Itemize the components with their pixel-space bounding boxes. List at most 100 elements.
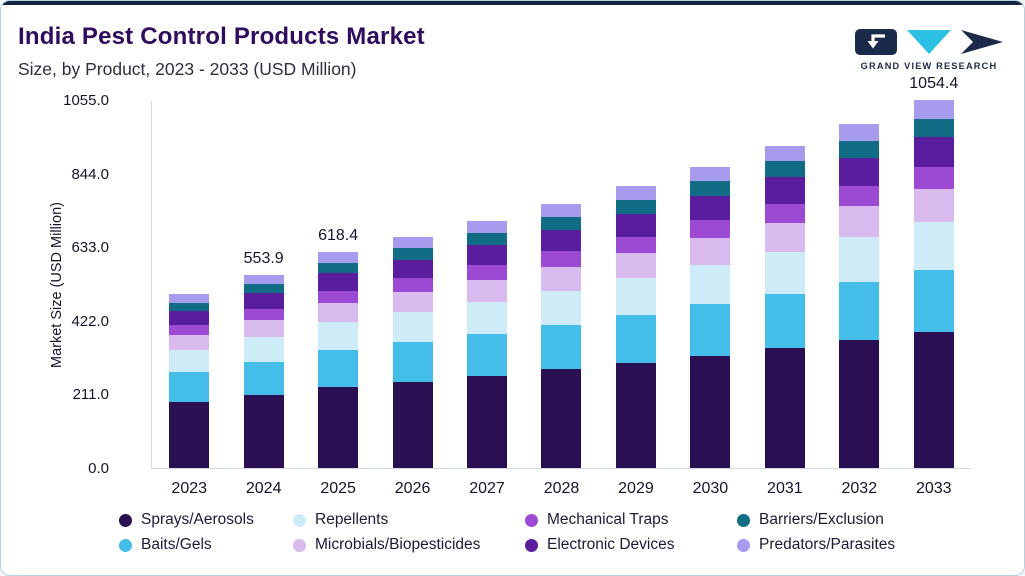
bar-segment-microbials-biopesticides [690, 238, 731, 266]
bar-segment-repellents [467, 301, 508, 334]
bar-segment-sprays-aerosols [839, 340, 880, 468]
stacked-bar-2026 [392, 237, 433, 468]
bar-segment-microbials-biopesticides [467, 280, 508, 302]
y-axis-tick-label: 0.0 [88, 460, 109, 477]
bar-segment-barriers-exclusion [615, 199, 656, 214]
bar-segment-microbials-biopesticides [243, 320, 284, 337]
legend-item-baits-gels: Baits/Gels [119, 536, 293, 554]
bar-segment-repellents [243, 336, 284, 362]
bar-segment-baits-gels [615, 314, 656, 363]
bar-segment-electronic-devices [764, 177, 805, 204]
bar-segment-predators-parasites [318, 252, 359, 263]
legend-label: Repellents [315, 511, 389, 528]
bar-segment-barriers-exclusion [318, 262, 359, 274]
bar-segment-sprays-aerosols [764, 348, 805, 468]
y-axis-title: Market Size (USD Million) [49, 202, 65, 368]
bar-segment-mechanical-traps [913, 166, 954, 189]
legend-item-repellents: Repellents [293, 511, 525, 529]
bar-segment-sprays-aerosols [169, 401, 210, 468]
bar-segment-baits-gels [690, 304, 731, 356]
legend-swatch-icon [293, 513, 306, 527]
bar-slot-2033: 1054.4 2033 [897, 75, 971, 497]
bar-segment-predators-parasites [467, 221, 508, 234]
y-axis-tick-label: 844.0 [71, 165, 109, 183]
stacked-bar-2028 [541, 204, 582, 468]
bar-segment-barriers-exclusion [243, 283, 284, 294]
plot-area: 2023 553.9 2024 618.4 2025 2026 2027 2028 2029 20… [151, 75, 971, 497]
bar-segment-sprays-aerosols [392, 381, 433, 468]
bar-segment-microbials-biopesticides [169, 335, 210, 350]
x-axis-tick-label: 2027 [469, 480, 505, 497]
bar-segment-barriers-exclusion [764, 161, 805, 178]
bar-segment-electronic-devices [392, 259, 433, 279]
bar-segment-sprays-aerosols [467, 375, 508, 468]
logo-text: GRAND VIEW RESEARCH [860, 61, 998, 71]
bar-segment-predators-parasites [690, 166, 731, 181]
bar-segment-electronic-devices [839, 157, 880, 186]
bar-segment-repellents [615, 278, 656, 315]
x-axis-tick-label: 2032 [841, 480, 878, 497]
bar-segment-mechanical-traps [243, 308, 284, 321]
bar-segment-baits-gels [169, 372, 210, 402]
bar-segment-mechanical-traps [169, 324, 210, 336]
legend-item-sprays-aerosols: Sprays/Aerosols [119, 511, 293, 529]
bar-segment-predators-parasites [615, 186, 656, 200]
bar-total-label-2033: 1054.4 [909, 75, 959, 93]
legend-item-microbials-biopesticides: Microbials/Biopesticides [293, 536, 525, 554]
bar-segment-barriers-exclusion [913, 118, 954, 138]
bar-slot-2027: 2027 [450, 101, 524, 497]
legend-label: Electronic Devices [547, 536, 675, 553]
bar-segment-predators-parasites [169, 294, 210, 303]
legend-swatch-icon [119, 538, 132, 552]
bar-segment-electronic-devices [169, 310, 210, 325]
bar-segment-baits-gels [392, 342, 433, 382]
bar-total-label-2024: 553.9 [243, 249, 284, 267]
bar-segment-mechanical-traps [615, 236, 656, 254]
bar-segment-repellents [541, 290, 582, 325]
bar-segment-predators-parasites [839, 123, 880, 141]
bar-segment-microbials-biopesticides [615, 253, 656, 279]
legend-item-electronic-devices: Electronic Devices [525, 536, 737, 554]
bar-segment-electronic-devices [690, 195, 731, 221]
x-axis-tick-label: 2028 [543, 480, 580, 497]
bar-segment-microbials-biopesticides [839, 206, 880, 238]
bar-segment-barriers-exclusion [541, 216, 582, 231]
stacked-bar-2031 [764, 146, 805, 468]
x-axis-tick-label: 2030 [692, 480, 729, 497]
bar-segment-electronic-devices [615, 213, 656, 237]
page-title: India Pest Control Products Market [18, 23, 425, 50]
legend-swatch-icon [119, 513, 132, 527]
stacked-bar-2023 [169, 294, 210, 468]
bar-slot-2026: 2026 [375, 101, 449, 497]
legend-swatch-icon [525, 538, 538, 552]
x-axis-tick-label: 2023 [171, 480, 208, 497]
bar-segment-repellents [839, 237, 880, 282]
bar-segment-electronic-devices [318, 273, 359, 291]
grand-view-research-logo: GRAND VIEW RESEARCH [854, 27, 1004, 71]
bar-slot-2030: 2030 [673, 101, 747, 497]
legend-label: Microbials/Biopesticides [315, 536, 481, 553]
bar-segment-mechanical-traps [764, 203, 805, 223]
bar-segment-repellents [169, 349, 210, 373]
bar-segment-repellents [913, 221, 954, 270]
legend-swatch-icon [737, 538, 750, 552]
stacked-bar-2025 [318, 252, 359, 468]
bar-slot-2025: 618.4 2025 [301, 101, 375, 497]
bar-segment-predators-parasites [541, 204, 582, 217]
legend-item-predators-parasites: Predators/Parasites [737, 536, 895, 554]
bar-segment-baits-gels [541, 324, 582, 370]
legend-label: Predators/Parasites [759, 536, 896, 553]
legend-label: Baits/Gels [141, 536, 212, 553]
bar-segment-barriers-exclusion [392, 248, 433, 260]
bar-segment-predators-parasites [764, 146, 805, 162]
legend-item-mechanical-traps: Mechanical Traps [525, 511, 737, 529]
bar-segment-electronic-devices [541, 230, 582, 252]
bar-segment-predators-parasites [913, 100, 954, 119]
bar-segment-mechanical-traps [318, 290, 359, 304]
bar-segment-mechanical-traps [467, 265, 508, 281]
bar-segment-barriers-exclusion [169, 302, 210, 311]
legend-item-barriers-exclusion: Barriers/Exclusion [737, 511, 895, 529]
bar-segment-electronic-devices [467, 245, 508, 266]
legend: Sprays/Aerosols Repellents Mechanical Trap… [119, 511, 895, 554]
bar-segment-repellents [764, 251, 805, 294]
